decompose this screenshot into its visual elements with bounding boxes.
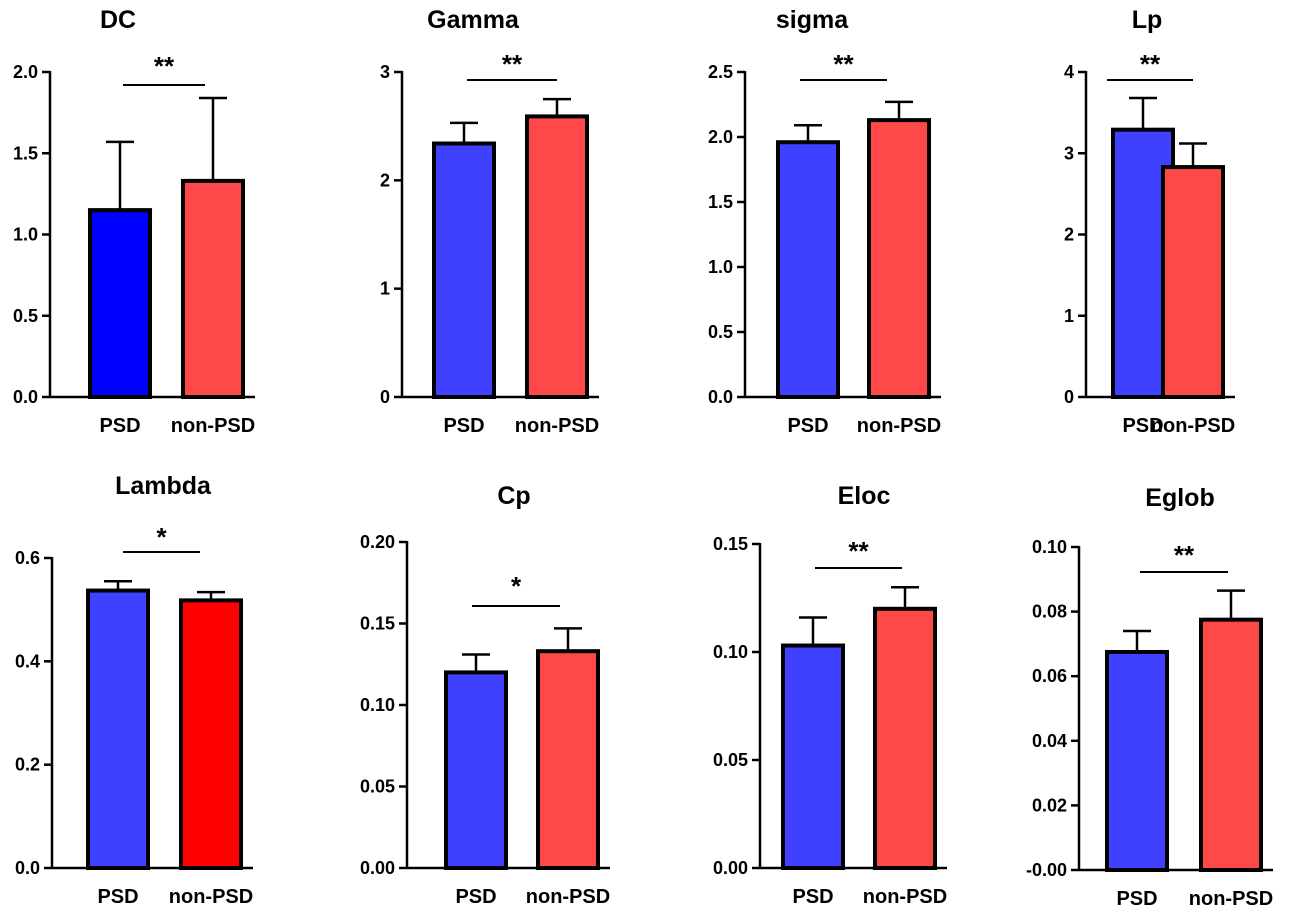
y-tick-label: 2.5 [708, 62, 733, 82]
y-tick-label: 2.0 [13, 62, 38, 82]
category-label: PSD [97, 886, 138, 908]
chart-panel-lambda: Lambda PSD non-PSD 0.0 0.2 0.4 0.6 * [15, 472, 253, 908]
y-tick-label: 0.08 [1032, 602, 1067, 622]
chart-panel-sigma: sigma PSD non-PSD 0.0 0.5 1.0 1.5 2.0 2.5 ** [708, 6, 941, 437]
chart-title: sigma [776, 6, 849, 34]
y-tick-label: 1 [1064, 306, 1074, 326]
category-label: non-PSD [857, 415, 941, 437]
category-label: non-PSD [1151, 415, 1235, 437]
bar-non-psd [525, 114, 589, 400]
y-tick-label: 0.4 [15, 651, 40, 671]
y-tick-label: 0.0 [15, 858, 40, 878]
chart-title: DC [100, 6, 136, 34]
significance-marker: * [156, 522, 167, 552]
y-tick-label: 0.15 [713, 534, 748, 554]
bar-non-psd [179, 598, 243, 870]
bar-psd [776, 140, 840, 399]
y-tick-label: 1.0 [13, 225, 38, 245]
chart-title: Eloc [838, 482, 891, 510]
bar-psd [86, 588, 150, 870]
y-tick-label: 0.5 [13, 306, 38, 326]
chart-title: Gamma [427, 6, 520, 34]
y-tick-label: 1 [380, 279, 390, 299]
y-tick-label: 0 [1064, 387, 1074, 407]
y-tick-label: 0.04 [1032, 731, 1067, 751]
significance-marker: ** [848, 536, 869, 566]
y-tick-label: 1.0 [708, 257, 733, 277]
chart-panel-dc: DC PSD non-PSD 0.0 0.5 1.0 1.5 2.0 ** [13, 6, 255, 437]
y-tick-label: 0.02 [1032, 795, 1067, 815]
y-tick-label: 0.05 [713, 750, 748, 770]
chart-panel-eloc: Eloc PSD non-PSD 0.00 0.05 0.10 0.15 ** [713, 482, 947, 908]
bar-psd [444, 670, 508, 871]
significance-marker: ** [502, 49, 523, 79]
y-tick-label: 0.6 [15, 548, 40, 568]
category-label: PSD [443, 415, 484, 437]
y-tick-label: 0.10 [1032, 537, 1067, 557]
bar-non-psd [873, 606, 937, 870]
category-label: PSD [787, 415, 828, 437]
significance-marker: ** [833, 49, 854, 79]
y-tick-label: 0 [380, 387, 390, 407]
bar-non-psd [1161, 165, 1225, 399]
bar-non-psd [867, 118, 931, 399]
bar-psd [781, 643, 845, 871]
bar-psd [88, 208, 152, 399]
category-label: PSD [1122, 415, 1163, 437]
chart-panel-cp: Cp PSD non-PSD 0.00 0.05 0.10 0.15 0.20 * [360, 482, 610, 908]
y-tick-label: 3 [380, 62, 390, 82]
category-label: non-PSD [526, 886, 610, 908]
y-tick-label: 0.0 [708, 387, 733, 407]
category-label: PSD [99, 415, 140, 437]
y-tick-label: 0.05 [360, 777, 395, 797]
y-tick-label: 0.0 [13, 387, 38, 407]
category-label: non-PSD [515, 415, 599, 437]
y-tick-label: 4 [1064, 62, 1074, 82]
y-tick-label: -0.00 [1026, 860, 1067, 880]
y-tick-label: 0.5 [708, 322, 733, 342]
y-tick-label: 2 [380, 170, 390, 190]
chart-title: Lp [1132, 6, 1163, 34]
chart-panel-gamma: Gamma PSD non-PSD 0 1 2 3 ** [380, 6, 599, 437]
significance-marker: ** [1174, 540, 1195, 570]
y-tick-label: 1.5 [13, 143, 38, 163]
y-tick-label: 0.15 [360, 614, 395, 634]
category-label: non-PSD [169, 886, 253, 908]
significance-marker: * [511, 571, 522, 601]
chart-title: Eglob [1145, 484, 1214, 512]
y-tick-label: 0.10 [360, 695, 395, 715]
y-tick-label: 0.00 [713, 858, 748, 878]
significance-marker: ** [1140, 49, 1161, 79]
chart-title: Lambda [115, 472, 212, 500]
y-tick-label: 0.20 [360, 532, 395, 552]
category-label: non-PSD [1189, 888, 1273, 910]
category-label: PSD [1116, 888, 1157, 910]
bar-non-psd [181, 178, 245, 399]
significance-marker: ** [154, 51, 175, 81]
y-tick-label: 0.2 [15, 755, 40, 775]
y-tick-label: 3 [1064, 143, 1074, 163]
category-label: PSD [792, 886, 833, 908]
chart-title: Cp [497, 482, 530, 510]
y-tick-label: 2.0 [708, 127, 733, 147]
bar-psd [432, 141, 496, 399]
y-tick-label: 1.5 [708, 192, 733, 212]
y-tick-label: 0.10 [713, 642, 748, 662]
chart-panel-eglob: Eglob PSD non-PSD -0.00 0.02 0.04 0.06 0.08 0.10… [1026, 484, 1273, 910]
bar-psd [1105, 649, 1169, 872]
category-label: non-PSD [171, 415, 255, 437]
y-tick-label: 0.00 [360, 858, 395, 878]
category-label: PSD [455, 886, 496, 908]
category-label: non-PSD [863, 886, 947, 908]
bar-non-psd [1199, 617, 1263, 872]
bar-non-psd [536, 649, 600, 871]
y-tick-label: 2 [1064, 225, 1074, 245]
y-tick-label: 0.06 [1032, 666, 1067, 686]
